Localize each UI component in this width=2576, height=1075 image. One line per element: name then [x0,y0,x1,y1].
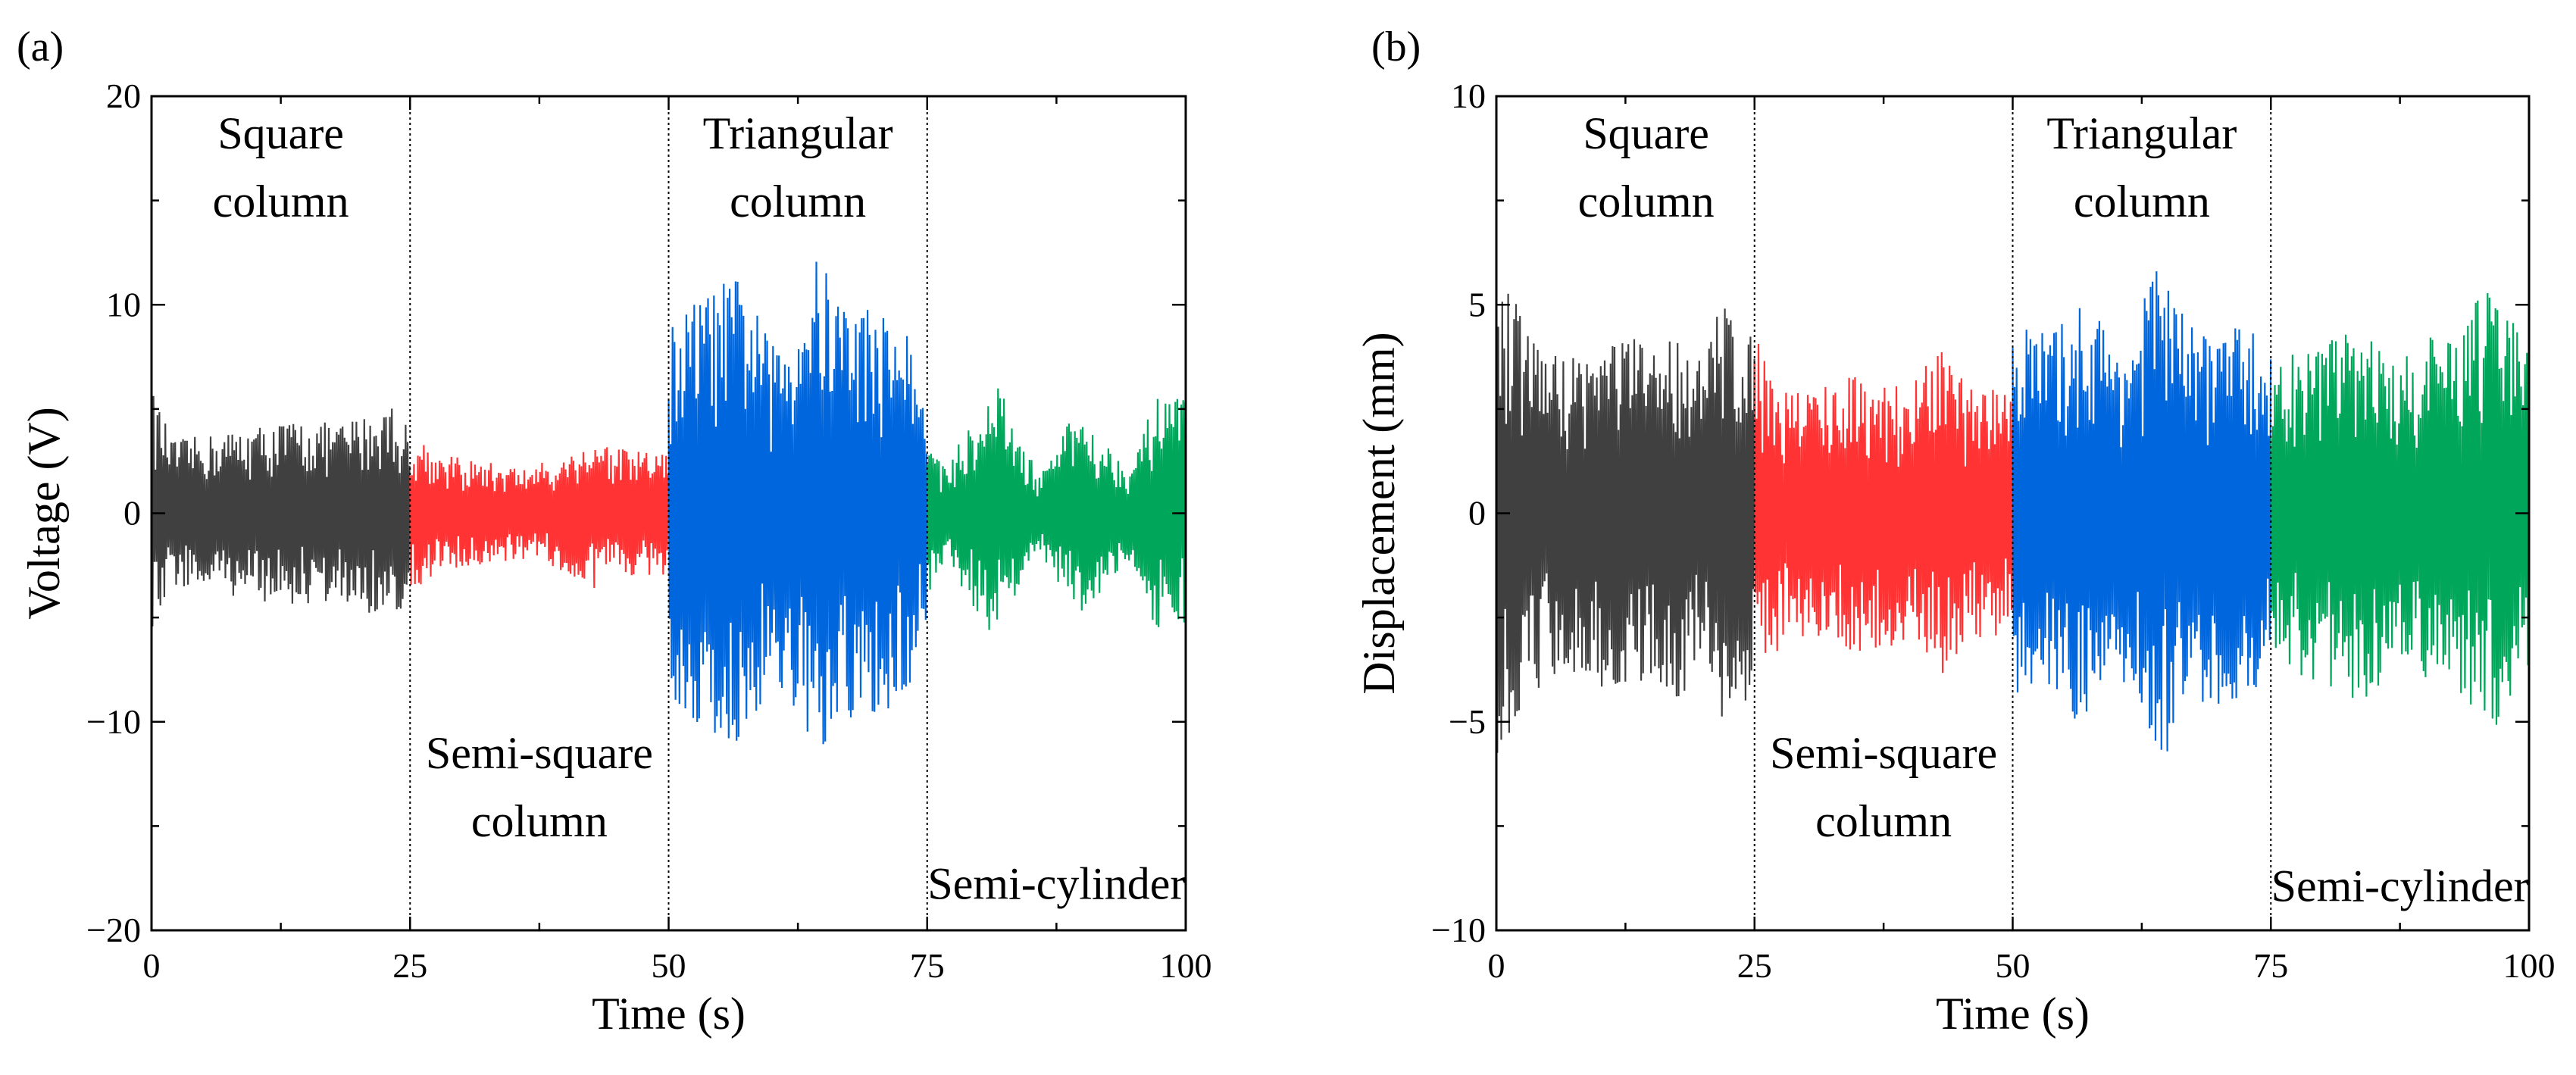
signal-semi-cylinder [2270,292,2529,725]
region-label: Square [217,108,344,158]
x-tick-label: 75 [910,946,945,985]
x-tick-label: 100 [1160,946,1212,985]
signal-square-column [1496,293,1755,753]
y-tick-label: −5 [1449,702,1486,741]
y-tick-label: 10 [106,285,141,323]
signal-triangular-column [667,261,928,745]
x-tick-label: 100 [2503,946,2556,985]
y-axis-title: Voltage (V) [19,407,69,620]
y-tick-label: 20 [106,77,141,115]
region-label: Semi-square [426,728,653,778]
signal-square-column [152,395,411,627]
region-label: column [1815,796,1952,846]
signal-triangular-column [2012,271,2272,752]
region-label: Semi-square [1770,728,1997,778]
x-tick-label: 0 [1488,946,1505,985]
x-axis-title: Time (s) [592,989,746,1039]
region-label: Square [1583,108,1709,158]
region-label: Semi-cylinder [2271,861,2529,911]
y-tick-label: 10 [1451,77,1486,115]
signal-semi-cylinder [926,388,1186,630]
region-label: Semi-cylinder [927,859,1185,909]
region-label: Triangular [2046,108,2237,158]
region-label: column [730,177,866,227]
panel-b-displacement-chart: 0 25 50 75 100 −10 −5 0 5 10 Time (s) Displacement … [1354,23,2556,1039]
signal-semi-square-column [1753,343,2014,673]
x-tick-label: 0 [143,946,161,985]
y-tick-label: −10 [86,702,141,741]
y-tick-label: 0 [1468,494,1486,533]
panel-tag: (b) [1371,23,1421,70]
region-label: column [471,796,608,846]
region-label: column [1578,177,1715,227]
x-tick-label: 50 [652,946,686,985]
y-tick-label: −10 [1431,911,1486,949]
region-label: Triangular [703,108,893,158]
y-tick-label: −20 [86,911,141,949]
x-tick-label: 25 [1737,946,1772,985]
panel-a-voltage-chart: 0 25 50 75 100 −20 −10 0 10 20 Time (s) Voltage (V)… [17,23,1212,1039]
y-axis-title: Displacement (mm) [1354,332,1404,694]
x-axis-title: Time (s) [1936,989,2090,1039]
panel-tag: (a) [17,23,64,70]
x-tick-label: 50 [1996,946,2030,985]
region-label: column [2074,177,2210,227]
y-tick-label: 0 [123,494,141,533]
region-label: column [213,177,349,227]
x-tick-label: 75 [2253,946,2288,985]
signal-semi-square-column [409,445,669,589]
x-tick-label: 25 [392,946,427,985]
y-tick-label: 5 [1468,285,1486,323]
